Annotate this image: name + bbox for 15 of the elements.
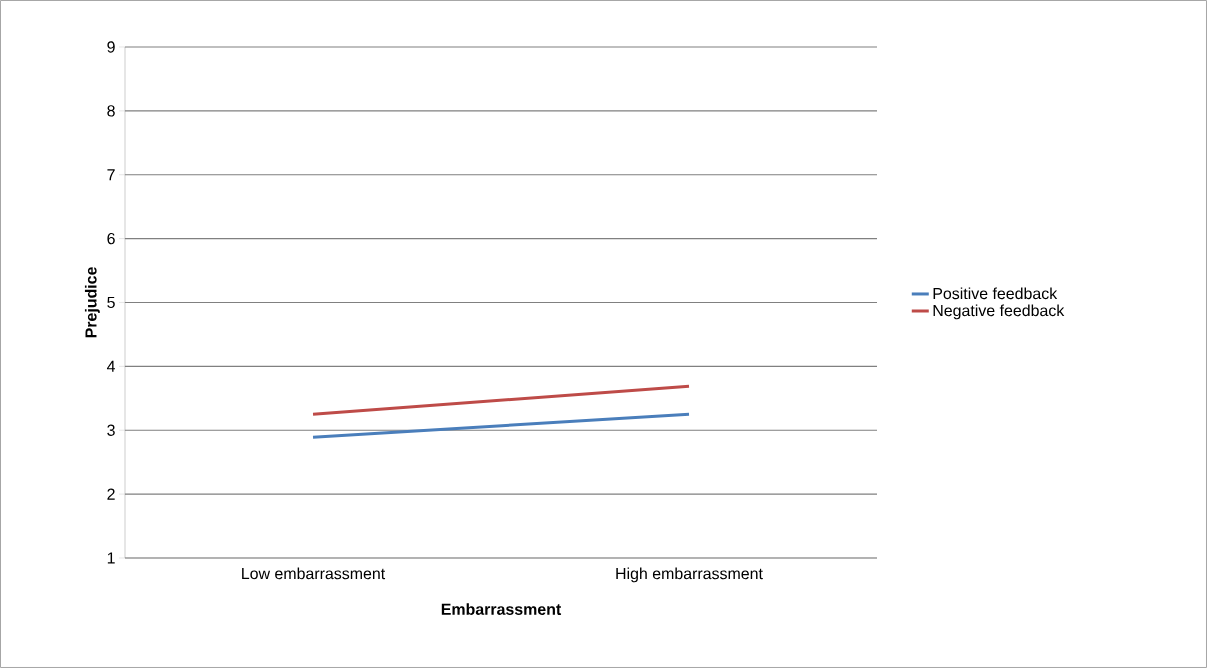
legend-label: Negative feedback bbox=[933, 304, 1065, 320]
y-tick-label: 4 bbox=[106, 360, 116, 372]
y-tick-label: 1 bbox=[107, 552, 115, 564]
legend-label: Positive feedback bbox=[933, 287, 1058, 300]
x-tick-label: High embarrassment bbox=[616, 567, 763, 583]
y-tick-label: 7 bbox=[107, 169, 115, 181]
x-tick-label: Low embarrassment bbox=[242, 567, 386, 580]
y-tick-label: 5 bbox=[107, 296, 115, 309]
y-tick-label: 6 bbox=[107, 232, 115, 245]
y-tick-label: 8 bbox=[107, 105, 115, 117]
y-axis-title: Prejudice bbox=[84, 267, 100, 338]
y-tick-label: 2 bbox=[107, 488, 115, 500]
y-tick-label: 9 bbox=[107, 41, 115, 53]
x-axis-title: Embarrassment bbox=[441, 603, 562, 615]
y-tick-label: 3 bbox=[107, 424, 115, 436]
